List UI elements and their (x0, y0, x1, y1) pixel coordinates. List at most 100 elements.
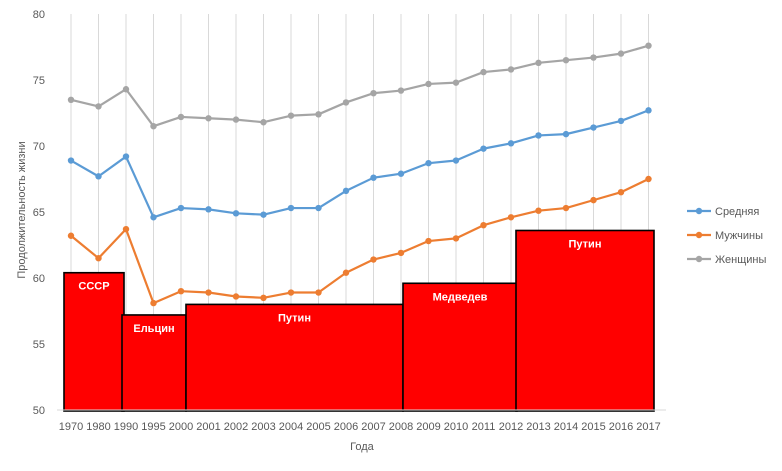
point-2-2011 (480, 68, 487, 76)
y-tick-80: 80 (33, 9, 45, 21)
point-1-1995 (150, 299, 157, 307)
x-tick-2012: 2012 (499, 421, 523, 433)
y-tick-50: 50 (33, 405, 45, 417)
point-0-2000 (177, 204, 185, 212)
point-1-2002 (232, 293, 240, 300)
legend: Средняя Мужчины Женщины (687, 206, 766, 266)
point-1-2015 (590, 196, 597, 204)
point-2-2008 (397, 87, 405, 94)
point-0-1980 (95, 173, 102, 180)
point-1-2006 (342, 269, 350, 276)
point-1-2001 (205, 289, 212, 296)
point-1-2012 (507, 214, 515, 221)
x-tick-2015: 2015 (581, 421, 605, 433)
series-line-1 (70, 178, 649, 305)
point-1-2014 (562, 204, 570, 212)
y-axis: 50 55 60 65 70 75 80 (33, 9, 45, 417)
series-line-0 (70, 109, 649, 219)
point-2-2014 (562, 57, 570, 64)
point-1-2007 (370, 256, 377, 263)
y-tick-55: 55 (33, 339, 45, 351)
era-label-3: Медведев (433, 291, 488, 303)
point-0-2011 (480, 145, 487, 152)
point-2-2009 (425, 80, 432, 88)
point-0-2010 (452, 157, 460, 164)
era-label-4: Путин (569, 238, 602, 250)
point-0-2001 (205, 206, 212, 213)
point-0-2008 (397, 170, 405, 177)
era-block-4 (515, 229, 655, 412)
point-1-2016 (617, 189, 625, 196)
era-label-2: Путин (278, 312, 311, 324)
point-0-2017 (645, 107, 652, 114)
point-0-2004 (287, 204, 295, 212)
point-0-2015 (590, 124, 597, 131)
point-1-2005 (315, 289, 322, 296)
y-axis-title: Продолжительность жизни (16, 141, 28, 278)
point-2-2015 (590, 54, 597, 61)
point-2-2002 (232, 116, 240, 123)
point-2-2013 (535, 59, 542, 67)
point-2-2000 (177, 113, 185, 121)
x-axis: 1970 1980 1990 1995 2000 2001 2002 2003 2004 2005… (57, 409, 666, 433)
x-tick-2014: 2014 (554, 421, 578, 433)
x-tick-1995: 1995 (141, 421, 165, 433)
point-0-1990 (122, 153, 130, 160)
era-block-3 (402, 282, 518, 412)
point-0-2012 (507, 140, 515, 147)
point-2-2006 (342, 99, 350, 106)
point-1-2008 (397, 249, 405, 257)
legend-marker-0 (695, 207, 703, 215)
point-0-2016 (617, 117, 625, 125)
x-tick-2010: 2010 (444, 421, 468, 433)
y-tick-70: 70 (33, 141, 45, 153)
x-tick-2005: 2005 (306, 421, 330, 433)
point-1-2017 (645, 175, 652, 183)
x-tick-1970: 1970 (59, 421, 83, 433)
point-0-2009 (425, 159, 432, 167)
point-1-1970 (67, 232, 75, 239)
point-1-2011 (480, 222, 487, 229)
x-tick-2003: 2003 (251, 421, 275, 433)
point-1-2009 (425, 237, 432, 245)
point-0-2014 (562, 130, 570, 138)
x-tick-2017: 2017 (636, 421, 660, 433)
x-tick-2013: 2013 (526, 421, 550, 433)
point-1-2000 (177, 288, 185, 295)
x-tick-2004: 2004 (279, 421, 303, 433)
x-tick-2006: 2006 (334, 421, 358, 433)
legend-marker-1 (695, 231, 703, 239)
y-tick-65: 65 (33, 207, 45, 219)
point-2-1990 (122, 86, 130, 93)
point-0-1995 (150, 214, 157, 221)
point-2-1970 (67, 96, 75, 104)
era-blocks: СССР Ельцин Путин Медведев Путин (63, 229, 655, 412)
y-tick-60: 60 (33, 273, 45, 285)
point-2-2017 (645, 42, 652, 49)
x-tick-2011: 2011 (472, 421, 496, 433)
legend-label-2: Женщины (715, 254, 766, 266)
series-line-2 (70, 44, 649, 128)
point-0-2005 (315, 204, 322, 212)
point-0-1970 (67, 157, 75, 164)
point-1-1990 (122, 225, 130, 233)
x-tick-1980: 1980 (86, 421, 110, 433)
y-tick-75: 75 (33, 75, 45, 87)
x-tick-2001: 2001 (196, 421, 220, 433)
era-block-1 (121, 314, 187, 412)
x-tick-1990: 1990 (114, 421, 138, 433)
point-1-2003 (260, 294, 267, 301)
x-axis-title: Года (350, 441, 375, 453)
point-2-2010 (452, 79, 460, 86)
point-2-1980 (95, 103, 102, 110)
point-2-2003 (260, 119, 267, 126)
point-1-2004 (287, 289, 295, 296)
point-0-2013 (535, 132, 542, 139)
x-tick-2002: 2002 (224, 421, 248, 433)
point-0-2007 (370, 174, 377, 181)
point-2-2001 (205, 115, 212, 122)
series-lines (67, 42, 652, 307)
legend-label-1: Мужчины (715, 230, 763, 242)
point-2-2005 (315, 111, 322, 118)
